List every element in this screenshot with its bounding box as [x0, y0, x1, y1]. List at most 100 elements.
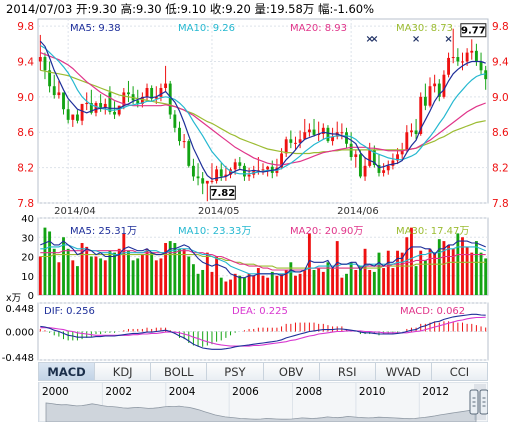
candle: [405, 132, 409, 150]
volume-bar: [294, 275, 297, 295]
volume-bar: [419, 250, 423, 295]
macd-tick: 0.000: [5, 328, 34, 339]
price-tick-left: 8.2: [17, 163, 34, 175]
volume-bar: [391, 268, 395, 295]
candle: [447, 57, 451, 75]
candle: [66, 109, 70, 120]
candle: [43, 57, 47, 71]
candle: [191, 165, 195, 177]
candle: [303, 132, 307, 140]
macd-dif-line: [40, 313, 486, 350]
volume-bar: [358, 266, 362, 295]
volume-bar: [317, 268, 321, 295]
candle: [215, 169, 219, 181]
volume-tick: 10: [21, 272, 34, 283]
tab-obv[interactable]: OBV: [263, 362, 320, 381]
volume-bar: [117, 248, 121, 295]
macd-tick: -0.448: [2, 353, 34, 362]
candle: [247, 174, 251, 177]
tab-macd[interactable]: MACD: [38, 362, 96, 381]
volume-legend-ma10: MA10: 23.33万: [178, 226, 251, 237]
candle: [326, 127, 330, 142]
volume-bar: [131, 260, 135, 295]
volume-bar: [182, 248, 186, 295]
candle: [377, 164, 381, 173]
candle: [312, 129, 316, 135]
volume-bar: [303, 269, 307, 295]
quote-change: 幅:-1.60%: [317, 2, 375, 16]
candle: [428, 86, 432, 106]
volume-bar: [437, 239, 441, 295]
volume-tick: 40: [21, 214, 34, 225]
price-tick-left: 9.4: [17, 56, 34, 68]
volume-bar: [479, 252, 483, 295]
candle: [85, 103, 89, 105]
quote-volume: 量:19.58万: [254, 2, 315, 16]
candle: [103, 103, 107, 108]
volume-bar: [433, 252, 437, 295]
volume-bar: [284, 269, 288, 295]
candle: [201, 178, 205, 184]
volume-tick: 30: [21, 233, 34, 244]
volume-bar: [470, 252, 474, 295]
candle: [307, 129, 311, 133]
tab-cci[interactable]: CCI: [431, 362, 488, 381]
price-legend-ma20: MA20: 8.93: [290, 23, 347, 34]
tab-psy[interactable]: PSY: [207, 362, 264, 381]
candle: [465, 52, 469, 62]
timeline-year-label: 2000: [42, 386, 69, 398]
volume-bar: [447, 244, 451, 295]
event-marker: ×: [412, 34, 420, 45]
volume-bar: [275, 275, 279, 295]
volume-bar: [94, 256, 98, 295]
price-legend-ma10: MA10: 9.26: [178, 23, 235, 34]
candle: [391, 160, 395, 166]
volume-legend-ma30: MA30: 17.47万: [396, 226, 469, 237]
volume-bar: [312, 269, 316, 295]
candle: [127, 92, 130, 95]
tab-wvad[interactable]: WVAD: [375, 362, 432, 381]
candle: [280, 153, 283, 168]
candle: [182, 141, 186, 143]
candle: [117, 105, 121, 115]
volume-bar: [224, 281, 228, 295]
volume-bar: [108, 250, 112, 295]
volume-bar: [289, 262, 293, 295]
volume-tick: 20: [21, 253, 34, 264]
tab-rsi[interactable]: RSI: [319, 362, 376, 381]
candle: [382, 170, 386, 173]
volume-bar: [465, 246, 469, 295]
stock-chart[interactable]: 7.8 7.8 8.2 8.2 8.6 8.6 9.0 9.0 9.4 9.4 9.8 9.8 2014…: [0, 0, 510, 362]
volume-bar: [122, 233, 126, 295]
candle: [442, 74, 446, 97]
quote-date: 2014/07/03: [6, 2, 73, 16]
quote-header: 2014/07/03 开:9.30 高:9.30 低:9.10 收:9.20 量…: [6, 1, 374, 17]
volume-bar: [382, 268, 386, 295]
price-tick-left: 7.8: [17, 198, 34, 210]
date-label: 2014/04: [54, 206, 96, 217]
quote-high: 高:9.30: [120, 2, 162, 16]
price-legend-ma5: MA5: 9.38: [70, 23, 121, 34]
tab-kdj[interactable]: KDJ: [95, 362, 152, 381]
price-tick-left: 8.6: [17, 127, 34, 139]
candle: [284, 139, 288, 154]
volume-bar: [62, 237, 65, 295]
candle: [219, 169, 223, 177]
history-timeline[interactable]: 2000 2002 2004 2006 2008 2010 2012: [37, 381, 489, 423]
price-tick-right: 8.6: [492, 127, 509, 139]
candle: [38, 57, 42, 62]
candle: [423, 96, 427, 106]
candle: [410, 130, 413, 133]
candle: [419, 96, 423, 134]
candle: [354, 154, 358, 157]
candle: [484, 70, 488, 80]
candle: [451, 57, 455, 59]
candle: [122, 92, 126, 106]
tab-boll[interactable]: BOLL: [151, 362, 208, 381]
timeline-year-label: 2006: [232, 386, 259, 398]
candle: [470, 50, 474, 53]
history-navigator[interactable]: 2000 2002 2004 2006 2008 2010 2012: [37, 381, 489, 423]
volume-legend-ma5: MA5: 25.31万: [70, 226, 137, 237]
candle: [71, 114, 75, 120]
volume-bar: [354, 269, 358, 295]
